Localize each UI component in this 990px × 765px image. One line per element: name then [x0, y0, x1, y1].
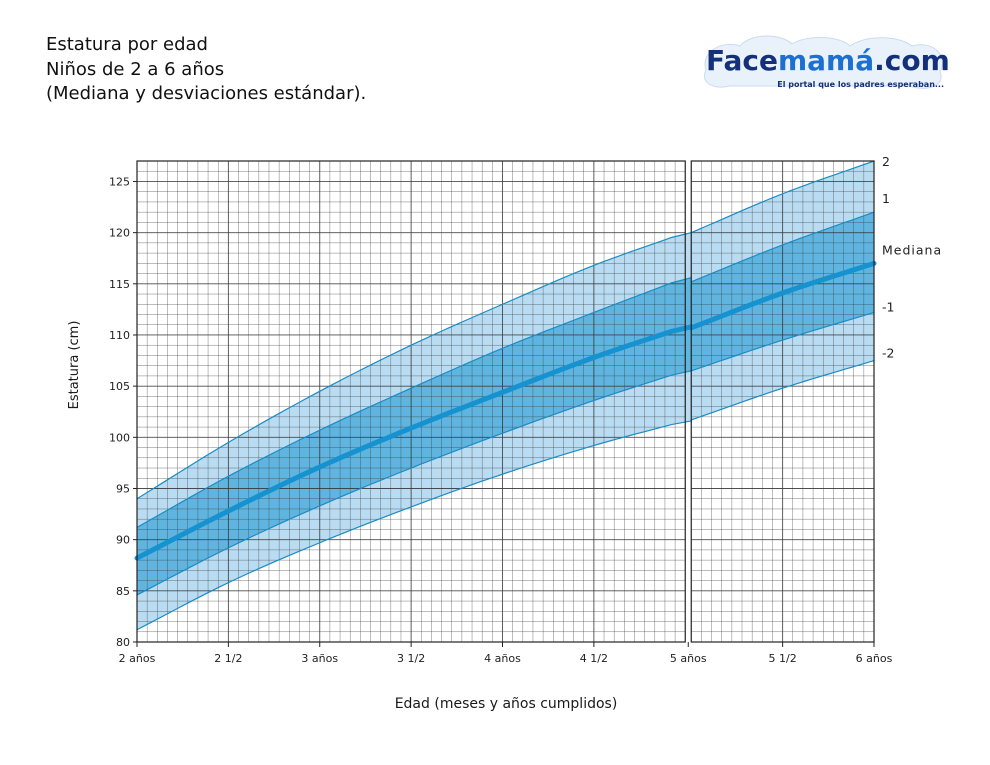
logo-text-face: Face [706, 44, 778, 77]
sd-curve-1-seg-2 [690, 211, 875, 283]
chart-grid [136, 160, 875, 643]
svg-text:Facemamá.com: Facemamá.com [706, 44, 950, 77]
y-tick-label: 120 [109, 227, 130, 240]
percentile-bands [137, 161, 874, 630]
sd-curve-2-seg-1 [136, 232, 692, 500]
y-tick-label: 105 [109, 380, 130, 393]
y-tick-label: 125 [109, 175, 130, 188]
x-tick-label: 4 años [484, 652, 521, 665]
x-axis-label: Edad (meses y años cumplidos) [395, 696, 618, 712]
title-line-2: Niños de 2 a 6 años [46, 58, 225, 80]
series-label: 2 [882, 154, 890, 169]
x-tick-label: 4 1/2 [580, 652, 608, 665]
x-tick-label: 2 1/2 [214, 652, 242, 665]
x-tick-label: 3 1/2 [397, 652, 425, 665]
chart-title: Estatura por edad Niños de 2 a 6 años (M… [46, 33, 366, 107]
median-curve-seg-1 [134, 324, 694, 561]
y-tick-label: 100 [109, 431, 130, 444]
median-curve-seg-2 [688, 260, 877, 331]
y-tick-label: 80 [116, 636, 130, 649]
x-tick-label: 5 años [670, 652, 707, 665]
x-tick-label: 2 años [119, 652, 156, 665]
y-axis-label: Estatura (cm) [67, 321, 82, 410]
series-label: -1 [882, 299, 894, 314]
y-tick-label: 90 [116, 534, 130, 547]
series-label: 1 [882, 191, 890, 206]
facemama-logo: Facemamá.com El portal que los padres es… [704, 35, 950, 89]
series-labels: 2 1 Mediana -1 -2 [882, 154, 942, 361]
title-line-3: (Mediana y desviaciones estándar). [46, 83, 367, 104]
title-line-1: Estatura por edad [46, 34, 208, 55]
series-label: Mediana [882, 242, 942, 257]
x-axis-tick-labels: 2 años 2 1/2 3 años 3 1/2 4 años 4 1/2 5 años 5… [119, 642, 893, 665]
sd-curve--2-seg-2 [690, 359, 875, 421]
y-tick-label: 95 [116, 482, 130, 495]
sd-curve-1-seg-1 [136, 277, 692, 528]
x-tick-label: 6 años [856, 652, 893, 665]
sd-curve--1-seg-1 [136, 370, 692, 596]
y-axis-tick-labels: 80 85 90 95 100 105 110 115 120 125 [109, 175, 137, 649]
y-tick-label: 110 [109, 329, 130, 342]
y-tick-label: 115 [109, 278, 130, 291]
y-tick-label: 85 [116, 585, 130, 598]
logo-cloud [704, 35, 943, 89]
sd-curve--2-seg-1 [136, 420, 692, 631]
series-label: -2 [882, 346, 894, 361]
sd-curve-2-seg-2 [690, 160, 875, 234]
logo-text-com: .com [874, 44, 950, 77]
sd-curve--1-seg-2 [690, 311, 875, 372]
x-tick-label: 5 1/2 [769, 652, 797, 665]
x-tick-label: 3 años [301, 652, 338, 665]
logo-tagline: El portal que los padres esperaban... [777, 80, 944, 89]
logo-text-mama: mamá [778, 44, 874, 77]
percentile-curves [134, 160, 877, 631]
inner-band-seg-1 [137, 277, 692, 595]
